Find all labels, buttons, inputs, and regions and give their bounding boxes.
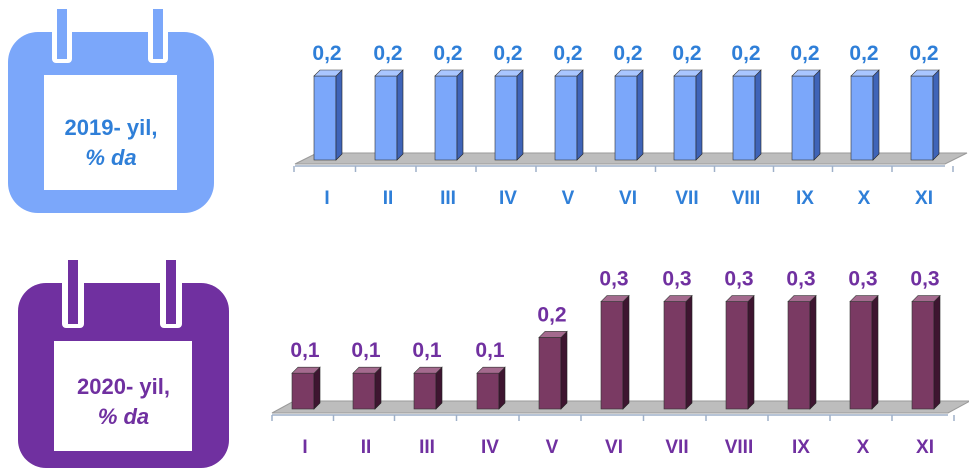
chart-2019-bar	[614, 69, 644, 161]
chart-2019-category-label: IV	[499, 188, 517, 209]
chart-2020-category-label: VIII	[725, 437, 754, 458]
calendar-2020: 2020- yil, % da	[18, 256, 229, 468]
chart-2019-value-label: 0,2	[790, 42, 819, 65]
chart-2019-bar	[494, 69, 524, 161]
chart-2020-bar	[725, 294, 755, 410]
chart-2020-category-label: VII	[665, 437, 688, 458]
chart-2020-value-label: 0,2	[537, 303, 566, 326]
chart-2020-bar	[849, 294, 879, 410]
chart-2020-value-label: 0,3	[910, 268, 939, 291]
chart-2020-category-label: X	[857, 437, 870, 458]
calendar-2020-icon	[18, 256, 229, 468]
chart-2020-value-label: 0,3	[848, 268, 877, 291]
chart-2019-bar	[374, 69, 404, 161]
chart-2019-value-label: 0,2	[909, 42, 938, 65]
chart-2019: 0,2 I 0,2 II 0,2 III 0,2 IV 0,2 V 0,2 VI 0,2 VII 0,2 VI…	[293, 42, 968, 209]
chart-2020-category-label: III	[419, 437, 435, 458]
chart-2020-bar	[476, 366, 506, 410]
chart-2020-value-label: 0,3	[599, 268, 628, 291]
chart-2019-value-label: 0,2	[672, 42, 701, 65]
chart-2020-value-label: 0,1	[351, 339, 381, 362]
chart-2020-category-label: II	[361, 437, 372, 458]
chart-2019-value-label: 0,2	[613, 42, 642, 65]
chart-2019-value-label: 0,2	[373, 42, 402, 65]
chart-2020-bar	[352, 366, 382, 410]
chart-2020-bar	[600, 294, 630, 410]
chart-2019-bar	[850, 69, 880, 161]
chart-2020-value-label: 0,3	[662, 268, 691, 291]
chart-2019-category-label: II	[383, 188, 394, 209]
calendar-2019-label: 2019- yil, % da	[8, 113, 214, 173]
calendar-2019-unit: % da	[85, 145, 137, 170]
chart-2019-category-label: I	[324, 188, 329, 209]
chart-2019-value-label: 0,2	[433, 42, 462, 65]
chart-2020-category-label: IX	[792, 437, 810, 458]
chart-2020-bar	[291, 366, 321, 410]
chart-2020-bar	[413, 366, 443, 410]
chart-2019-category-label: XI	[915, 188, 933, 209]
chart-2020-category-label: XI	[916, 437, 934, 458]
chart-2020-bar	[663, 294, 693, 410]
chart-2019-bar	[732, 69, 762, 161]
chart-2020-value-label: 0,3	[724, 268, 753, 291]
chart-2019-category-label: VIII	[732, 188, 761, 209]
calendar-2019-year: 2019- yil,	[64, 115, 158, 140]
chart-2020-category-label: IV	[481, 437, 499, 458]
chart-2020-value-label: 0,3	[786, 268, 815, 291]
chart-2019-value-label: 0,2	[731, 42, 760, 65]
chart-2020-bar	[911, 294, 941, 410]
calendar-2020-label: 2020- yil, % da	[18, 372, 229, 432]
chart-2019-bar	[313, 69, 343, 161]
chart-2019-value-label: 0,2	[312, 42, 341, 65]
chart-2020-bar	[538, 330, 568, 410]
chart-2020-bar	[787, 294, 817, 410]
chart-2019-bar	[910, 69, 940, 161]
chart-2019-bar	[554, 69, 584, 161]
chart-2019-bar	[673, 69, 703, 161]
calendar-2020-year: 2020- yil,	[77, 374, 170, 399]
chart-2019-category-label: VII	[675, 188, 698, 209]
chart-2020-category-label: I	[302, 437, 307, 458]
chart-2020-value-label: 0,1	[290, 339, 320, 362]
chart-2019-category-label: X	[858, 188, 871, 209]
chart-2019-category-label: V	[562, 188, 575, 209]
chart-2019-bar	[434, 69, 464, 161]
chart-2019-value-label: 0,2	[849, 42, 878, 65]
chart-2019-category-label: III	[440, 188, 456, 209]
calendar-2019-icon	[8, 5, 214, 213]
chart-2020-value-label: 0,1	[412, 339, 442, 362]
chart-2019-bar	[791, 69, 821, 161]
chart-2020-value-label: 0,1	[475, 339, 505, 362]
chart-2020-category-label: V	[546, 437, 559, 458]
calendar-2020-unit: % da	[97, 404, 150, 429]
chart-2019-value-label: 0,2	[493, 42, 522, 65]
calendar-2019: 2019- yil, % da	[8, 5, 214, 213]
chart-2019-category-label: VI	[619, 188, 637, 209]
chart-2019-value-label: 0,2	[553, 42, 582, 65]
chart-2019-category-label: IX	[796, 188, 814, 209]
chart-2020-category-label: VI	[605, 437, 623, 458]
